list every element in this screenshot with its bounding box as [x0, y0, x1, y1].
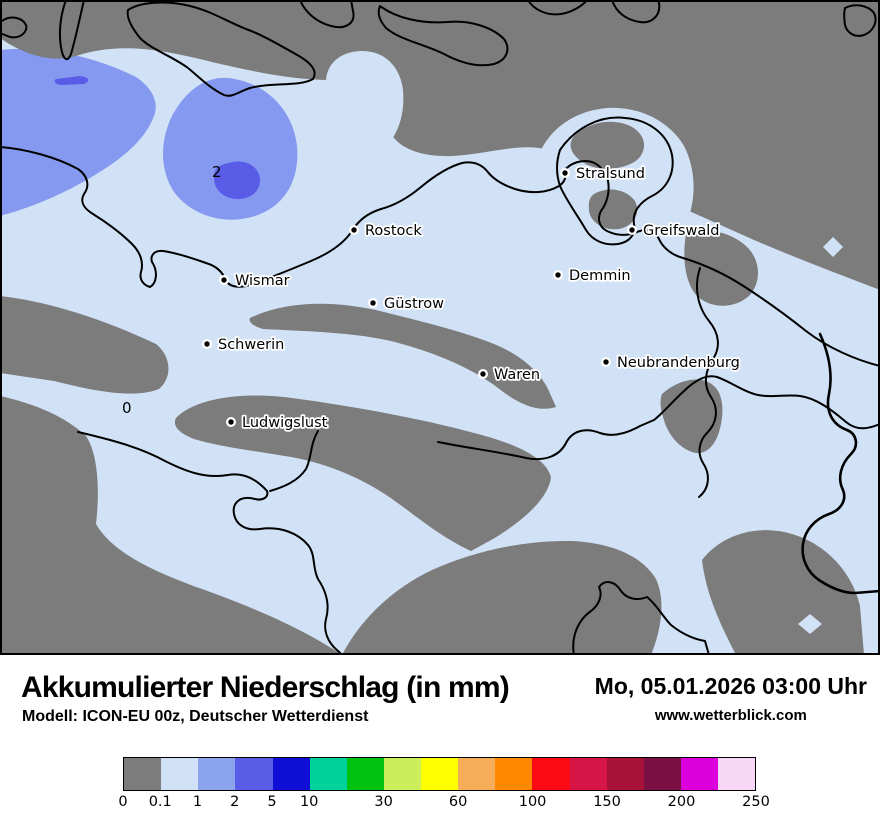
- colorbar-segment-9: [458, 758, 496, 790]
- colorbar-tick-1: 1: [192, 794, 203, 810]
- colorbar-segment-1: [161, 758, 199, 790]
- colorbar: [123, 757, 756, 791]
- dry-areas: [0, 0, 880, 655]
- map-frame: [0, 0, 880, 655]
- value-label: 2: [212, 163, 222, 181]
- colorbar-tick-2: 2: [230, 794, 240, 810]
- city-label: Waren: [494, 367, 540, 383]
- city-marker-stralsund: Stralsund: [560, 164, 647, 184]
- city-marker-greifswald: Greifswald: [627, 221, 721, 241]
- city-marker-güstrow: Güstrow: [368, 294, 446, 314]
- colorbar-segment-7: [383, 758, 421, 790]
- page-title: Akkumulierter Niederschlag (in mm): [21, 671, 510, 704]
- city-dot: [228, 419, 234, 425]
- colorbar-segment-5: [309, 758, 347, 790]
- city-marker-ludwigslust: Ludwigslust: [226, 413, 329, 433]
- colorbar-segment-15: [680, 758, 718, 790]
- city-marker-schwerin: Schwerin: [202, 335, 286, 355]
- city-dot: [221, 277, 227, 283]
- rain-area-1-2mm-center: [163, 77, 298, 220]
- city-marker-wismar: Wismar: [219, 271, 291, 291]
- city-marker-rostock: Rostock: [349, 221, 424, 241]
- colorbar-segment-4: [272, 758, 310, 790]
- colorbar-segment-11: [532, 758, 570, 790]
- colorbar-tick-150: 150: [593, 794, 621, 810]
- website-url: www.wetterblick.com: [654, 707, 807, 724]
- city-dot: [204, 341, 210, 347]
- city-label: Ludwigslust: [242, 415, 328, 431]
- colorbar-tick-200: 200: [667, 794, 696, 810]
- value-annotations: 20: [122, 163, 222, 417]
- colorbar-tick-0.1: 0.1: [148, 794, 172, 810]
- city-label: Wismar: [235, 273, 290, 289]
- city-dot: [480, 371, 486, 377]
- city-label: Rostock: [365, 223, 422, 239]
- colorbar-segment-8: [421, 758, 459, 790]
- city-label: Güstrow: [384, 296, 444, 312]
- city-label: Greifswald: [643, 223, 719, 239]
- city-marker-neubrandenburg: Neubrandenburg: [601, 353, 742, 373]
- city-marker-waren: Waren: [478, 365, 542, 385]
- colorbar-tick-5: 5: [267, 794, 277, 810]
- colorbar-segment-10: [495, 758, 533, 790]
- rain-area-2-5mm-streak: [54, 76, 89, 85]
- model-subtitle: Modell: ICON-EU 00z, Deutscher Wetterdie…: [22, 708, 369, 725]
- city-label: Neubrandenburg: [617, 355, 740, 371]
- coastline-layer: [0, 0, 880, 655]
- city-dot: [351, 227, 357, 233]
- colorbar-segment-3: [235, 758, 273, 790]
- colorbar-tick-60: 60: [448, 794, 468, 810]
- city-dot: [562, 170, 568, 176]
- city-label: Demmin: [569, 268, 631, 284]
- colorbar-segment-12: [569, 758, 607, 790]
- rain-area-2-5mm-core: [214, 161, 261, 199]
- colorbar-tick-30: 30: [374, 794, 393, 810]
- colorbar-tick-10: 10: [299, 794, 319, 810]
- valid-datetime: Mo, 05.01.2026 03:00 Uhr: [594, 673, 867, 699]
- colorbar-tick-0: 0: [118, 794, 128, 810]
- city-dot: [629, 227, 635, 233]
- city-markers: Stralsund Rostock Greifswald Wismar Demmin Gü…: [202, 164, 742, 433]
- colorbar-tick-labels: 0 0.1 1 2 5 10 30 60 100 150 200 250: [0, 794, 880, 814]
- colorbar-segment-2: [198, 758, 236, 790]
- colorbar-tick-100: 100: [518, 794, 547, 810]
- city-label: Stralsund: [576, 166, 645, 182]
- rain-area-1-2mm-west: [0, 48, 156, 216]
- colorbar-segment-13: [606, 758, 644, 790]
- city-dot: [603, 359, 609, 365]
- city-dot: [555, 272, 561, 278]
- city-marker-demmin: Demmin: [553, 266, 632, 286]
- city-label: Schwerin: [218, 337, 284, 353]
- footer-right-block: Mo, 05.01.2026 03:00 Uhr www.wetterblick…: [595, 673, 867, 724]
- colorbar-segment-0: [124, 758, 162, 790]
- city-dot: [370, 300, 376, 306]
- colorbar-segment-6: [346, 758, 384, 790]
- colorbar-segment-16: [718, 758, 756, 790]
- colorbar-segment-14: [643, 758, 681, 790]
- dry-islets: [570, 121, 758, 306]
- colorbar-tick-250: 250: [742, 794, 770, 810]
- value-label: 0: [122, 399, 132, 417]
